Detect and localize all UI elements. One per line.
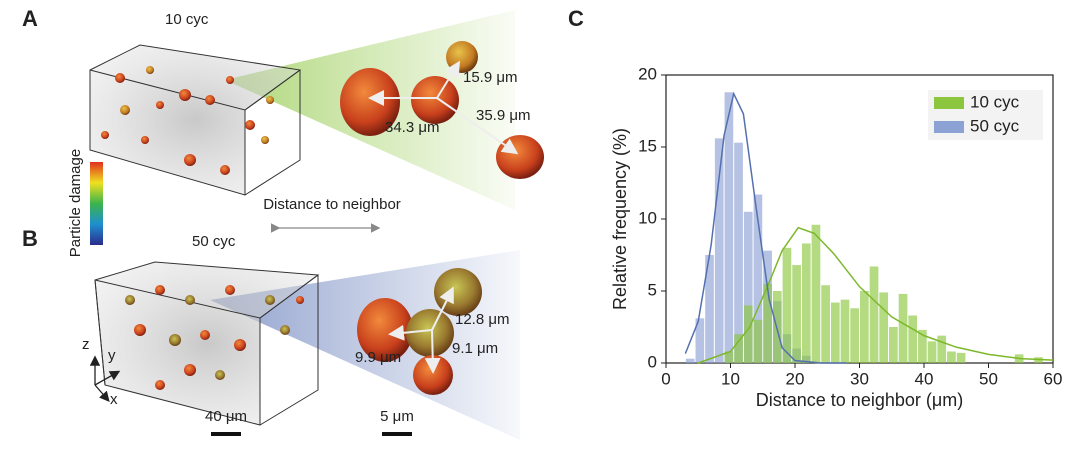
scale-bar: [211, 432, 241, 436]
x-tick-label: 50: [979, 369, 998, 388]
bar: [724, 351, 734, 363]
x-tick-label: 40: [915, 369, 934, 388]
histogram-chart: 0 5 10 15 20 0 10 20 30 40 50 60 Distance to neighbo…: [610, 64, 1063, 409]
bar: [860, 291, 869, 363]
y-tick-label: 15: [638, 136, 657, 155]
bar: [685, 358, 695, 363]
bar: [714, 138, 724, 363]
legend-label: 50 cyc: [970, 116, 1020, 135]
x-tick-label: 30: [850, 369, 869, 388]
y-tick-label: 0: [648, 352, 657, 371]
bar: [792, 265, 801, 363]
panel-title: 50 cyc: [192, 233, 236, 250]
distance-label: 12.8 μm: [455, 311, 510, 328]
bar: [821, 285, 830, 363]
particles: [101, 66, 274, 175]
bar: [889, 327, 898, 363]
bar: [927, 341, 937, 363]
fit-curve: [697, 226, 1054, 364]
particles: [125, 285, 304, 390]
axis-triad: [89, 355, 121, 402]
axis-label: x: [110, 391, 118, 408]
colorbar: [90, 162, 103, 245]
panel-title: 10 cyc: [165, 11, 209, 28]
x-tick-label: 10: [721, 369, 740, 388]
arrow-label: Distance to neighbor: [263, 196, 401, 213]
volume-box: [94, 261, 320, 426]
bar: [869, 266, 879, 363]
bar: [956, 352, 966, 363]
colorbar-label: Particle damage: [67, 149, 84, 257]
bar: [898, 293, 908, 363]
x-tick-label: 20: [786, 369, 805, 388]
bar: [908, 315, 918, 363]
bar: [937, 335, 947, 363]
bar: [734, 142, 743, 363]
fit-curve: [684, 91, 847, 364]
panel-label: C: [568, 6, 584, 31]
bar: [743, 305, 753, 363]
volume-box: [89, 44, 302, 196]
bar: [753, 194, 763, 363]
bar: [879, 292, 889, 363]
bar: [724, 92, 734, 363]
panel-label: B: [22, 226, 38, 251]
x-axis-label: Distance to neighbor (μm): [756, 390, 963, 410]
axis-label: z: [82, 336, 90, 353]
scale-label: 5 μm: [380, 408, 414, 425]
bar: [763, 283, 772, 363]
bar: [753, 319, 763, 363]
axis-label: y: [108, 347, 116, 364]
bar: [850, 308, 859, 363]
bar: [947, 351, 956, 363]
legend-swatch: [934, 121, 964, 133]
bar: [782, 247, 792, 363]
legend-swatch: [934, 97, 964, 109]
scale-bar: [382, 432, 412, 436]
panel-label: A: [22, 6, 38, 31]
zoom-particles: [357, 268, 482, 395]
bar: [695, 318, 705, 363]
distance-label: 9.1 μm: [452, 340, 498, 357]
bar: [801, 243, 811, 363]
zoom-particles: [340, 41, 544, 179]
bar: [840, 299, 850, 363]
y-axis-label: Relative frequency (%): [610, 128, 630, 310]
y-tick-label: 5: [648, 280, 657, 299]
x-tick-label: 0: [661, 369, 670, 388]
bar: [918, 329, 927, 363]
bar: [830, 302, 840, 363]
distance-label: 35.9 μm: [476, 107, 531, 124]
legend-label: 10 cyc: [970, 92, 1020, 111]
distance-label: 34.3 μm: [385, 119, 440, 136]
bar: [705, 255, 714, 363]
distance-label: 15.9 μm: [463, 69, 518, 86]
bar: [811, 224, 821, 363]
distance-label: 9.9 μm: [355, 349, 401, 366]
y-tick-label: 20: [638, 64, 657, 83]
bar: [734, 334, 743, 363]
x-tick-label: 60: [1044, 369, 1063, 388]
bar: [743, 211, 753, 363]
y-tick-label: 10: [638, 208, 657, 227]
scale-label: 40 μm: [205, 408, 247, 425]
